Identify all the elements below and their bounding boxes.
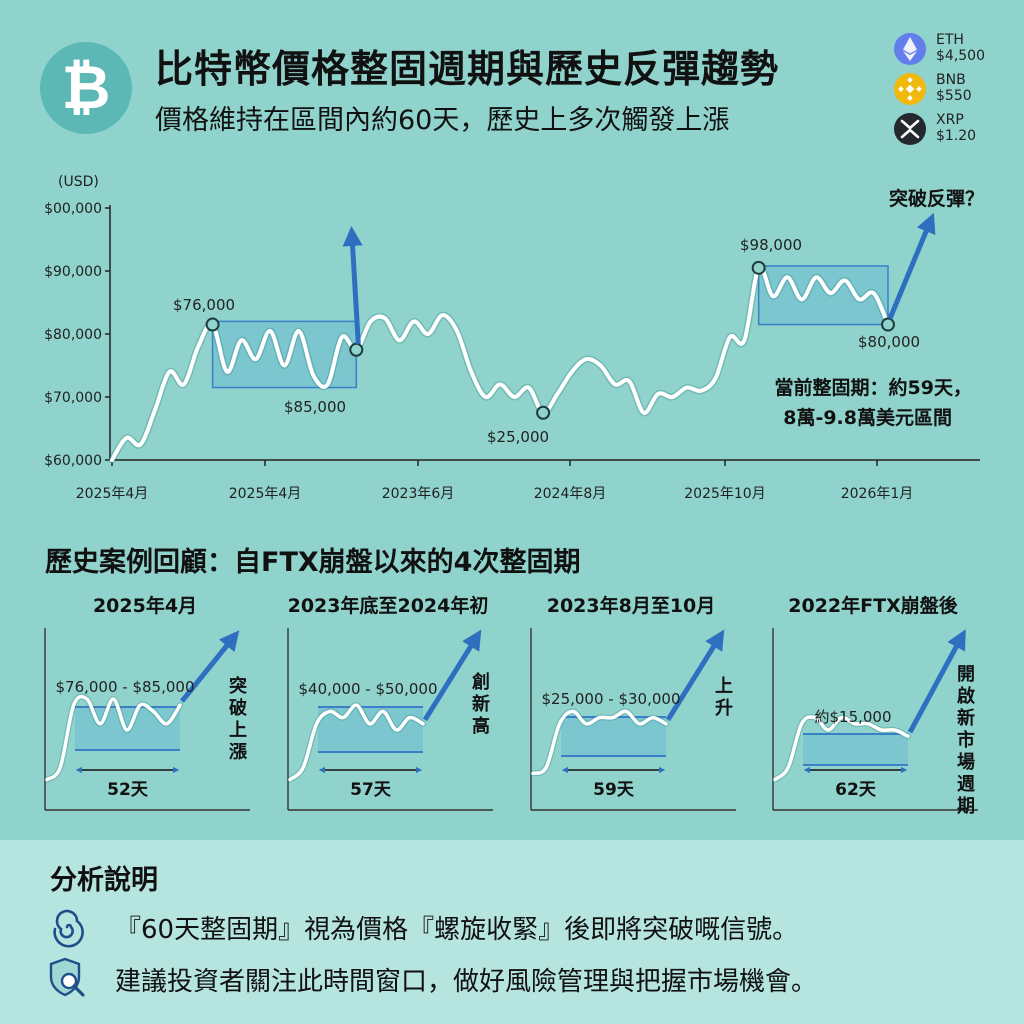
case-line <box>773 715 910 782</box>
case-breakout-arrow <box>422 629 482 722</box>
current-period-line1: 當前整固期：約59天， <box>775 376 972 399</box>
annotation-a1: $76,000 <box>173 296 235 314</box>
price-marker-3 <box>536 405 551 420</box>
y-tick-label: $60,000 <box>44 453 102 469</box>
bnb-icon <box>894 73 926 105</box>
page-title: 比特幣價格整固週期與歷史反彈趨勢 <box>155 47 780 91</box>
case-range-label: $40,000 - $50,000 <box>298 680 437 698</box>
x-tick-label: 2024年8月 <box>534 486 607 502</box>
case-breakout-arrow <box>665 629 725 722</box>
case-title: 2022年FTX崩盤後 <box>788 594 958 617</box>
case-outcome: 開啟新市場週期 <box>957 664 975 817</box>
price-marker-1 <box>205 317 220 332</box>
case-outcome: 上升 <box>715 676 733 719</box>
case-band <box>803 734 908 765</box>
analysis-note-text: 『60天整固期』視為價格『螺旋收緊』後即將突破嘅信號。 <box>115 915 799 945</box>
y-tick-label: $90,000 <box>44 264 102 280</box>
coin-price: $550 <box>936 88 972 104</box>
svg-text:₿: ₿ <box>62 53 111 123</box>
coin-list: ETH $4,500 BNB $550 XRP $1.20 <box>893 32 1018 152</box>
y-tick-label: $70,000 <box>44 390 102 406</box>
y-tick-label: $80,000 <box>44 327 102 343</box>
case-title: 2023年底至2024年初 <box>288 594 489 617</box>
case-2025-apr: 2025年4月 $76,000 - $85,000 52天 突破上漲 <box>44 594 250 811</box>
coin-symbol: BNB <box>936 72 966 88</box>
x-tick-label: 2026年1月 <box>841 486 914 502</box>
y-axis-label: (USD) <box>58 174 99 190</box>
x-tick-label: 2025年10月 <box>684 486 765 502</box>
x-tick-label: 2025年4月 <box>76 486 149 502</box>
shield-search-icon <box>49 957 85 997</box>
coin-price: $4,500 <box>936 48 985 64</box>
history-cases: 2025年4月 $76,000 - $85,000 52天 突破上漲 2023年底至20… <box>44 594 978 817</box>
x-tick-label: 2023年6月 <box>382 486 455 502</box>
case-title: 2023年8月至10月 <box>547 594 716 617</box>
coin-symbol: XRP <box>936 112 964 128</box>
case-days: 57天 <box>350 780 392 800</box>
eth-icon <box>894 33 926 65</box>
case-breakout-arrow <box>180 630 240 703</box>
breakout-arrow-current <box>887 212 936 320</box>
case-days: 52天 <box>107 780 149 800</box>
case-2023-end: 2023年底至2024年初 $40,000 - $50,000 57天 創新高 <box>287 594 493 811</box>
price-marker-4 <box>751 260 766 275</box>
case-line <box>45 694 182 782</box>
history-title: 歷史案例回顧：自FTX崩盤以來的4次整固期 <box>45 547 581 578</box>
case-outcome: 創新高 <box>471 671 490 737</box>
case-range-label: 約$15,000 <box>814 708 891 726</box>
case-2023-aug: 2023年8月至10月 $25,000 - $30,000 59天 上升 <box>530 594 736 811</box>
annotation-a2: $85,000 <box>284 398 346 416</box>
case-range-label: $76,000 - $85,000 <box>55 678 194 696</box>
price-marker-2 <box>349 342 364 357</box>
bitcoin-icon: ₿ <box>62 53 111 123</box>
case-outcome: 突破上漲 <box>229 675 248 763</box>
analysis-title: 分析說明 <box>50 865 158 896</box>
coin-price: $1.20 <box>936 128 977 144</box>
xrp-icon <box>894 113 926 145</box>
current-period-line2: 8萬-9.8萬美元區間 <box>783 406 952 429</box>
price-marker-5 <box>881 317 895 332</box>
coin-symbol: ETH <box>936 32 964 48</box>
annotation-a5: $80,000 <box>858 333 920 351</box>
y-tick-label: $00,000 <box>44 201 102 217</box>
case-band <box>561 717 666 756</box>
case-days: 62天 <box>835 780 877 800</box>
case-days: 59天 <box>593 780 635 800</box>
page-subtitle: 價格維持在區間內約60天，歷史上多次觸發上漲 <box>155 105 730 136</box>
breakout-question: 突破反彈？ <box>889 187 984 210</box>
analysis-panel <box>0 840 1024 1024</box>
annotation-a3: $25,000 <box>487 428 549 446</box>
breakout-arrow-1 <box>342 226 363 344</box>
case-range-label: $25,000 - $30,000 <box>541 690 680 708</box>
analysis-note-text: 建議投資者關注此時間窗口，做好風險管理與把握市場機會。 <box>115 967 818 997</box>
annotation-a4: $98,000 <box>740 236 802 254</box>
bitcoin-logo: ₿ <box>40 42 132 134</box>
case-line <box>531 709 668 776</box>
main-price-chart: (USD) $00,000 $90,000 $80,000 $70,000 $60,000… <box>44 174 984 502</box>
x-tick-label: 2025年4月 <box>229 486 302 502</box>
case-breakout-arrow <box>907 629 966 734</box>
case-title: 2025年4月 <box>93 594 197 617</box>
spiral-icon <box>53 909 84 948</box>
case-line <box>288 703 425 782</box>
